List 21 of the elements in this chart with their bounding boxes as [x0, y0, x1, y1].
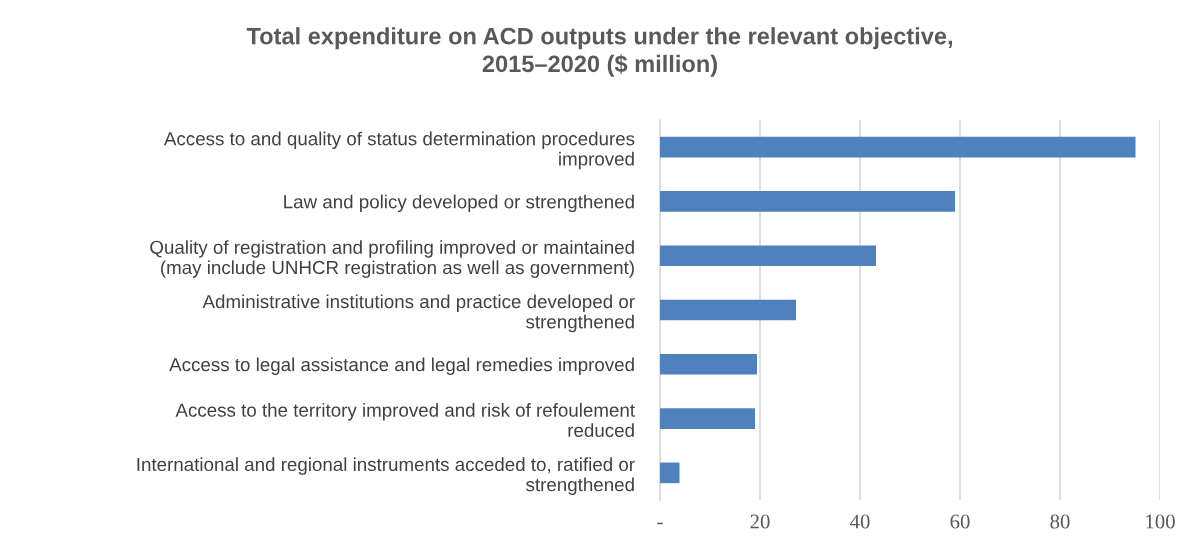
chart-title: Total expenditure on ACD outputs under the relevant objective, 2015–2020 ($ million): [246, 27, 952, 77]
y-tick-label: International and regional instruments acceded to, ratified or strengthened: [137, 457, 635, 495]
x-tick-label: 40: [849, 514, 870, 529]
y-tick-label: Administrative institutions and practice developed or strengthened: [202, 294, 635, 333]
x-tick-label: 100: [1146, 514, 1175, 529]
y-tick-label: Quality of registration and profiling improved or maintained (may include UNHCR registration as well as government): [150, 240, 634, 278]
x-tick-label: 80: [1050, 514, 1070, 529]
y-tick-label: Access to legal assistance and legal remedies improved: [169, 357, 634, 375]
bar: [660, 136, 1136, 158]
bar: [660, 191, 955, 212]
bar: [660, 408, 755, 429]
x-tick-label: -: [657, 522, 663, 525]
bar: [660, 299, 796, 321]
y-tick-label: Access to the territory improved and risk of refoulement reduced: [175, 403, 635, 438]
x-tick-label: 20: [750, 514, 770, 529]
x-tick-label: 60: [950, 514, 970, 529]
y-tick-label: Access to and quality of status determination procedures improved: [163, 131, 635, 170]
bar: [660, 353, 757, 375]
bar: [660, 462, 680, 484]
bar: [660, 245, 876, 267]
y-tick-label: Law and policy developed or strengthened: [284, 194, 634, 213]
